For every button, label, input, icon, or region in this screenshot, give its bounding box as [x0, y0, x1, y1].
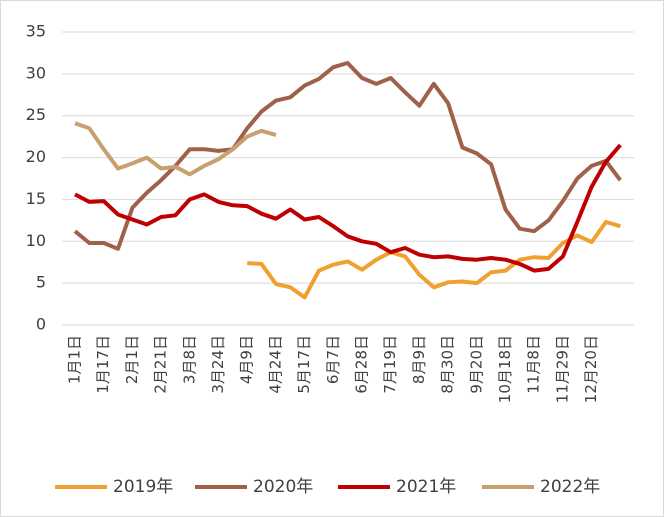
y-tick-label: 25 [26, 105, 46, 124]
legend-label: 2021年 [396, 477, 456, 497]
x-tick-label: 2月21日 [152, 335, 170, 394]
x-tick-label: 7月19日 [381, 335, 399, 394]
y-tick-label: 20 [26, 147, 46, 166]
line-series [74, 143, 622, 273]
x-tick-label: 5月17日 [295, 335, 313, 394]
y-tick-label: 30 [26, 63, 46, 82]
x-tick-label: 2月1日 [123, 335, 141, 384]
legend-label: 2020年 [253, 477, 313, 497]
x-tick-label: 4月9日 [238, 335, 256, 384]
x-tick-label: 3月24日 [209, 335, 227, 394]
line-series [74, 121, 277, 177]
x-tick-label: 4月24日 [266, 335, 284, 394]
x-tick-label: 9月20日 [467, 335, 485, 394]
x-tick-label: 12月20日 [582, 335, 600, 403]
x-tick-label: 1月17日 [94, 335, 112, 394]
x-tick-label: 11月8日 [525, 335, 543, 394]
legend-label: 2022年 [540, 477, 600, 497]
x-tick-label: 8月30日 [439, 335, 457, 394]
y-tick-label: 5 [36, 273, 46, 292]
x-tick-label: 8月9日 [410, 335, 428, 384]
line-series [247, 220, 621, 300]
y-tick-label: 10 [26, 231, 46, 250]
legend-label: 2019年 [113, 477, 173, 497]
x-tick-label: 6月7日 [324, 335, 342, 384]
x-tick-label: 1月1日 [66, 335, 84, 384]
y-tick-label: 35 [26, 22, 46, 41]
y-tick-label: 0 [36, 315, 46, 334]
x-tick-label: 3月8日 [180, 335, 198, 384]
line-series [73, 61, 622, 251]
y-tick-label: 15 [26, 189, 46, 208]
x-tick-label: 10月18日 [496, 335, 514, 403]
x-tick-label: 6月28日 [353, 335, 371, 394]
x-tick-label: 11月29日 [553, 335, 571, 403]
